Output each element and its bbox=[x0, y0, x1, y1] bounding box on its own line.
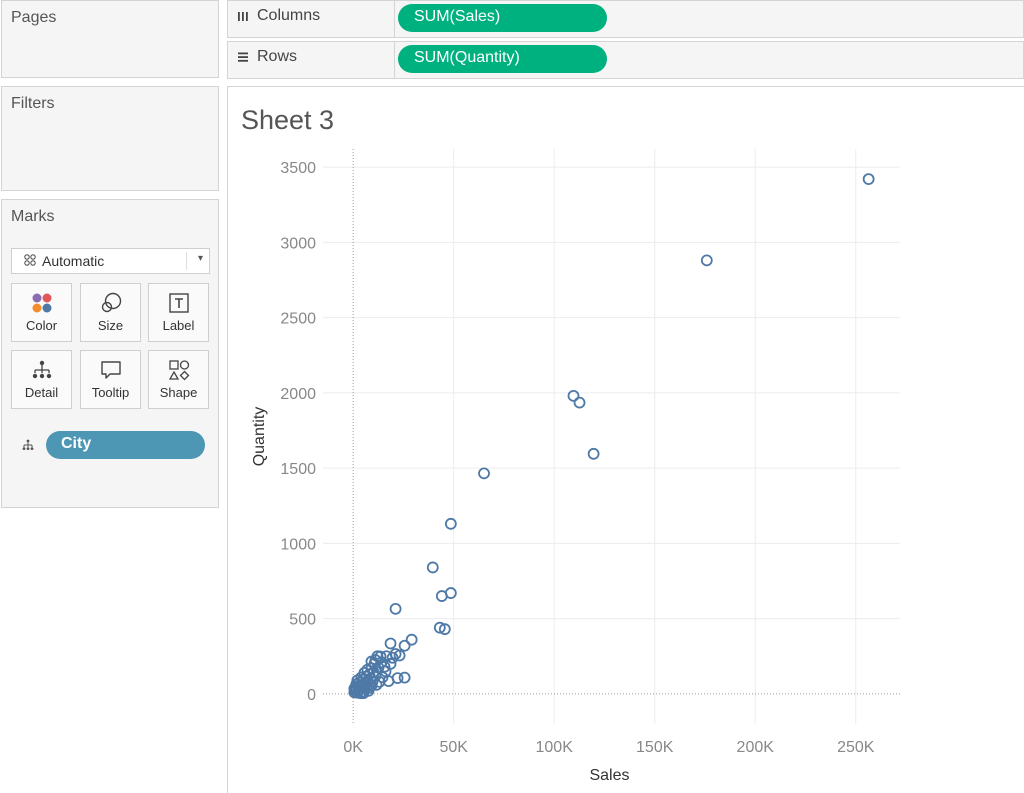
y-tick-label-7: 3500 bbox=[280, 160, 316, 177]
filters-card-title: Filters bbox=[11, 95, 55, 112]
x-tick-label-2: 100K bbox=[536, 739, 574, 756]
scatter-point-67 bbox=[386, 651, 399, 664]
x-tick-label-0: 0K bbox=[343, 739, 363, 756]
scatter-point-4 bbox=[587, 447, 600, 460]
color-button[interactable]: Color bbox=[11, 283, 72, 342]
columns-label: Columns bbox=[257, 7, 321, 24]
scatter-point-0 bbox=[862, 173, 875, 186]
size-button[interactable]: Size bbox=[80, 283, 141, 342]
pages-card: Pages bbox=[1, 0, 219, 78]
columns-icon bbox=[237, 10, 249, 25]
scatter-point-3 bbox=[573, 396, 586, 409]
columns-shelf[interactable]: Columns SUM(Sales) bbox=[227, 0, 1024, 38]
filters-card[interactable]: Filters bbox=[1, 86, 219, 191]
x-tick-label-4: 200K bbox=[737, 739, 775, 756]
detail-button[interactable]: Detail bbox=[11, 350, 72, 409]
chevron-down-icon[interactable]: ▾ bbox=[197, 253, 203, 264]
automatic-marks-icon bbox=[24, 254, 36, 269]
y-tick-label-4: 2000 bbox=[280, 386, 316, 403]
label-button[interactable]: Label bbox=[148, 283, 209, 342]
detail-hierarchy-icon bbox=[12, 351, 71, 381]
scatter-point-7 bbox=[426, 561, 439, 574]
y-tick-label-1: 500 bbox=[289, 612, 316, 629]
marks-card-title: Marks bbox=[11, 208, 55, 225]
rows-shelf-label: Rows bbox=[228, 42, 395, 78]
x-tick-label-5: 250K bbox=[837, 739, 875, 756]
columns-shelf-label: Columns bbox=[228, 1, 395, 37]
text-label-icon bbox=[149, 284, 208, 314]
axis-layer: 0 500 1000 1500 2000 2500 3000 3500 0K 50K 100K 150… bbox=[251, 160, 875, 784]
scatter-point-6 bbox=[444, 517, 457, 530]
scatter-point-11 bbox=[433, 621, 446, 634]
grid-layer bbox=[323, 149, 900, 724]
scatter-point-63 bbox=[361, 675, 374, 688]
scatter-point-17 bbox=[393, 649, 406, 662]
sum-quantity-pill[interactable]: SUM(Quantity) bbox=[398, 45, 607, 73]
y-tick-label-2: 1000 bbox=[280, 536, 316, 553]
y-tick-label-5: 2500 bbox=[280, 311, 316, 328]
scatter-point-14 bbox=[398, 639, 411, 652]
pages-card-title: Pages bbox=[11, 9, 57, 26]
y-axis-title: Quantity bbox=[251, 407, 268, 467]
rows-shelf[interactable]: Rows SUM(Quantity) bbox=[227, 41, 1024, 79]
size-circles-icon bbox=[81, 284, 140, 314]
scatter-point-1 bbox=[700, 254, 713, 267]
scatter-point-15 bbox=[384, 637, 397, 650]
rows-label: Rows bbox=[257, 48, 298, 65]
city-detail-pill[interactable]: City bbox=[46, 431, 205, 459]
scatter-point-2 bbox=[567, 389, 580, 402]
tooltip-button[interactable]: Tooltip bbox=[80, 350, 141, 409]
scatter-point-10 bbox=[389, 602, 402, 615]
x-tick-label-1: 50K bbox=[439, 739, 468, 756]
size-button-label: Size bbox=[97, 318, 124, 333]
points-layer bbox=[348, 173, 875, 700]
sheet-title: Sheet 3 bbox=[241, 105, 335, 135]
x-tick-label-3: 150K bbox=[636, 739, 674, 756]
scatter-point-13 bbox=[405, 633, 418, 646]
shape-button-label: Shape bbox=[159, 385, 198, 400]
shape-button[interactable]: Shape bbox=[148, 350, 209, 409]
scatter-point-66 bbox=[365, 655, 378, 668]
sum-sales-pill[interactable]: SUM(Sales) bbox=[398, 4, 607, 32]
dropdown-separator bbox=[186, 252, 187, 270]
y-tick-label-3: 1500 bbox=[280, 461, 316, 478]
detail-button-label: Detail bbox=[24, 385, 59, 400]
color-button-label: Color bbox=[25, 318, 58, 333]
detail-hierarchy-icon bbox=[22, 438, 34, 456]
mark-type-value: Automatic bbox=[42, 253, 105, 269]
rows-icon bbox=[237, 51, 249, 66]
x-axis-title: Sales bbox=[589, 767, 629, 784]
mark-type-dropdown[interactable]: Automatic ▾ bbox=[11, 248, 210, 274]
scatter-chart: 0 500 1000 1500 2000 2500 3000 3500 0K 50K 100K 150… bbox=[251, 149, 900, 784]
scatter-point-31 bbox=[398, 671, 411, 684]
scatter-point-64 bbox=[379, 665, 392, 678]
marks-card: Marks Automatic ▾ Color bbox=[1, 199, 219, 508]
view-area: Sheet 3 0 500 1000 1500 2000 2500 3000 3500 0K 50… bbox=[227, 86, 1024, 793]
scatter-point-5 bbox=[478, 467, 490, 480]
scatter-point-12 bbox=[438, 623, 451, 636]
label-button-label: Label bbox=[162, 318, 195, 333]
color-dots-icon bbox=[12, 284, 71, 314]
speech-bubble-icon bbox=[81, 351, 140, 381]
y-tick-label-0: 0 bbox=[307, 687, 316, 704]
shapes-icon bbox=[149, 351, 208, 381]
y-tick-label-6: 3000 bbox=[280, 235, 316, 252]
scatter-point-69 bbox=[357, 687, 370, 700]
scatter-point-54 bbox=[378, 660, 391, 673]
tooltip-button-label: Tooltip bbox=[91, 385, 130, 400]
scatter-point-9 bbox=[435, 590, 448, 602]
